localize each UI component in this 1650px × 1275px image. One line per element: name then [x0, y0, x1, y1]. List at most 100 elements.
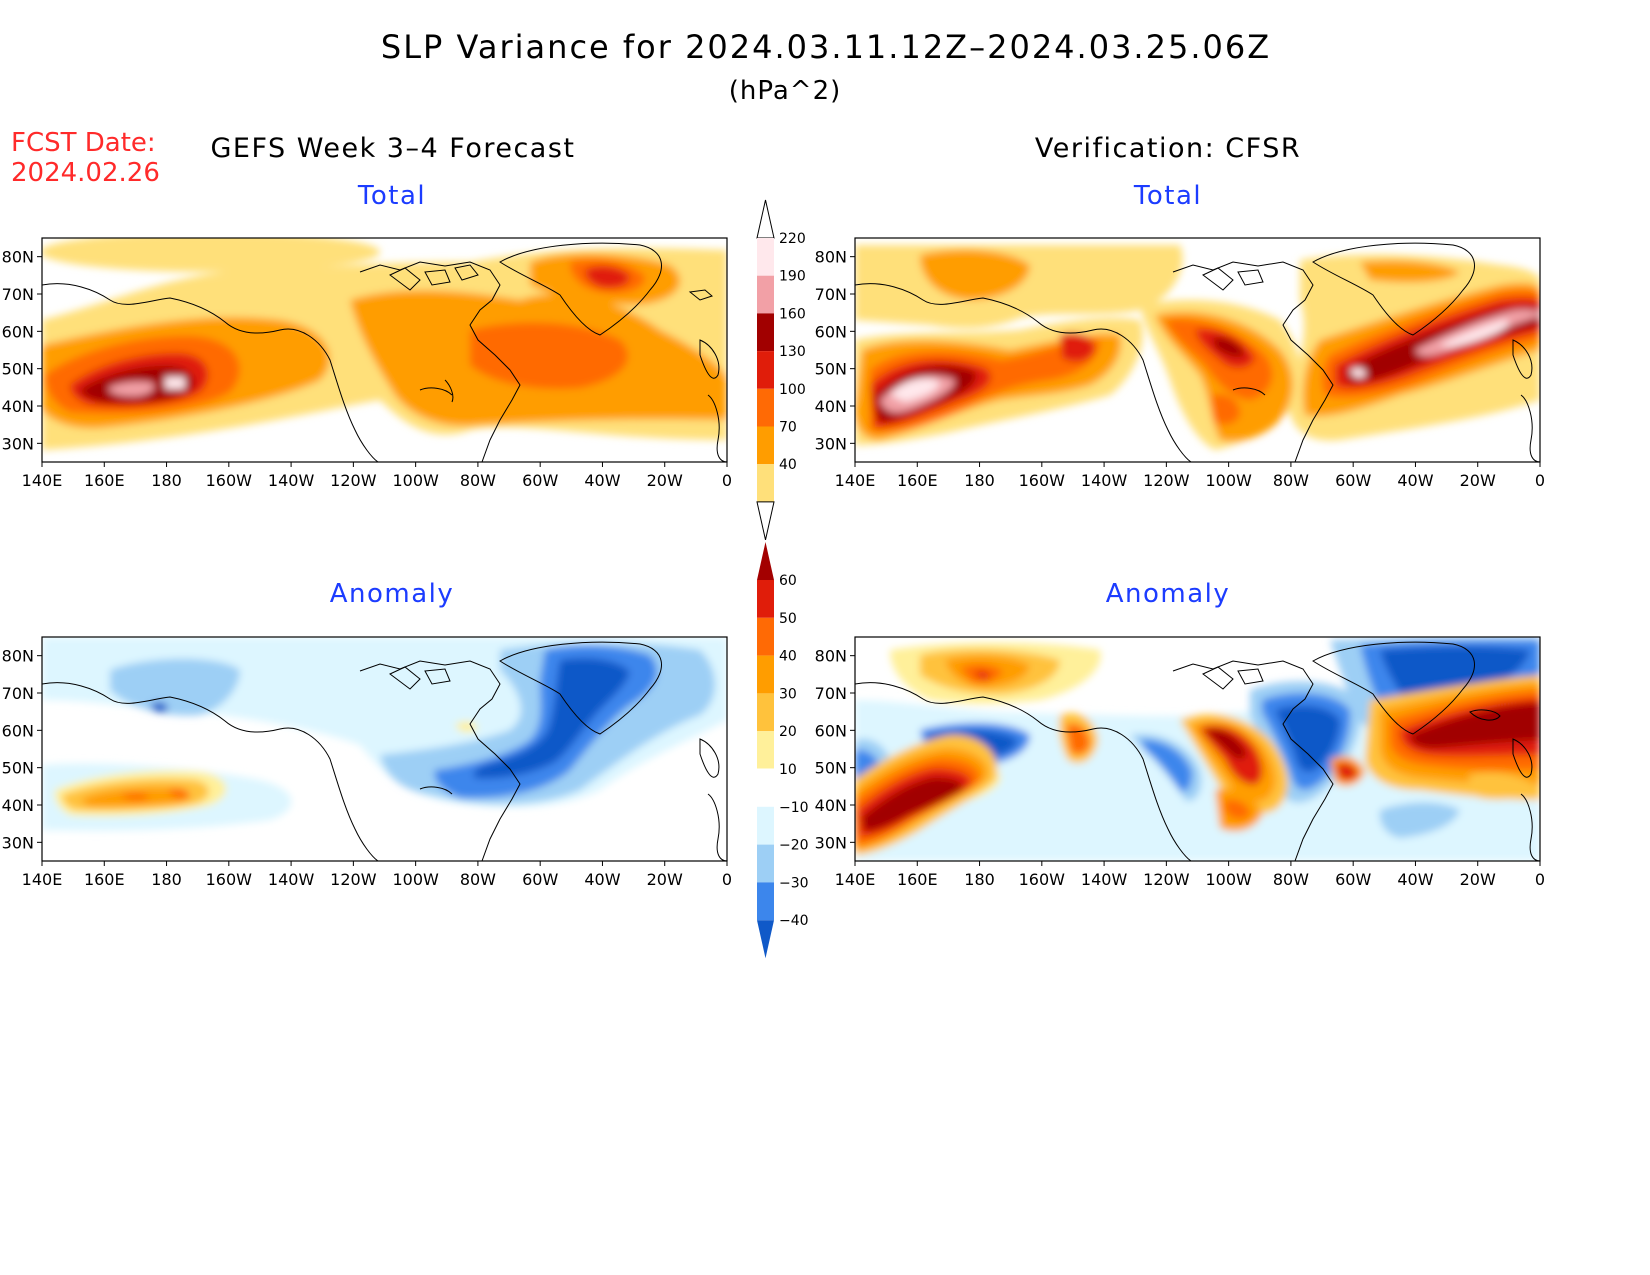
- lon-tick-label: 140W: [268, 471, 315, 490]
- lat-tick-label: 30N: [815, 833, 847, 852]
- lat-tick-label: 70N: [815, 684, 847, 703]
- colorbar-anom-label: 50: [779, 611, 797, 627]
- lon-tick-label: 20W: [647, 870, 683, 889]
- lon-tick-label: 80W: [460, 471, 496, 490]
- lon-tick-label: 40W: [584, 471, 620, 490]
- lat-tick-label: 30N: [2, 833, 34, 852]
- colorbar-total-label: 70: [779, 420, 797, 436]
- colorbar-total-swatch: [757, 464, 774, 502]
- lon-tick-label: 160W: [1019, 471, 1066, 490]
- lon-tick-label: 160E: [84, 870, 125, 889]
- colorbar-anom-label: 20: [779, 724, 797, 740]
- lat-tick-label: 40N: [2, 397, 34, 416]
- colorbar-anom-label: −30: [779, 875, 809, 891]
- panel-verif-total: [854, 237, 1541, 463]
- colorbar-total-swatch: [757, 426, 774, 465]
- colorbar-total-swatch: [757, 351, 774, 389]
- contour-fill-verif-anom: [855, 637, 1540, 861]
- lon-tick-label: 0: [722, 870, 732, 889]
- lat-tick-label: 30N: [815, 434, 847, 453]
- colorbar-anom-top-arrow: [757, 542, 774, 580]
- colorbar-anom-label: 40: [779, 649, 797, 665]
- lat-tick-label: 40N: [815, 796, 847, 815]
- colorbar-anom-swatch: [757, 655, 774, 694]
- lat-tick-label: 60N: [2, 322, 34, 341]
- colorbar-total-label: 220: [779, 231, 806, 247]
- lat-tick-label: 80N: [2, 647, 34, 666]
- colorbar-total-label: 160: [779, 306, 806, 322]
- lon-tick-label: 160E: [897, 870, 938, 889]
- colorbar-total-bottom-arrow: [756, 501, 775, 541]
- panel-verif-anom: [854, 636, 1541, 862]
- colorbar-anom-swatch: [757, 580, 774, 618]
- colorbar-anom-swatch: [757, 882, 774, 921]
- lon-tick-label: 140W: [1081, 471, 1128, 490]
- lat-tick-label: 70N: [2, 285, 34, 304]
- lat-tick-label: 60N: [815, 721, 847, 740]
- contour-fill-fcst-anom: [42, 637, 727, 831]
- left-header: GEFS Week 3–4 Forecast: [210, 133, 576, 164]
- lon-tick-label: 20W: [1460, 471, 1496, 490]
- colorbar-total: 220 190 160 130 100 70 40: [756, 199, 806, 541]
- colorbar-anom-swatch: [757, 806, 774, 845]
- colorbar-anom-label: 10: [779, 762, 797, 778]
- fcst-date-label: FCST Date:: [11, 128, 156, 158]
- coastlines-verif-total: [855, 242, 1540, 462]
- subtitle-fcst-total: Total: [357, 181, 427, 211]
- subtitle-verif-anom: Anomaly: [1105, 579, 1231, 609]
- lon-tick-label: 180: [964, 471, 995, 490]
- lon-tick-label: 60W: [1335, 870, 1371, 889]
- lon-tick-label: 60W: [522, 870, 558, 889]
- fcst-date-value: 2024.02.26: [11, 158, 160, 188]
- colorbar-anom-bottom-arrow: [757, 920, 774, 959]
- lon-tick-label: 0: [722, 471, 732, 490]
- colorbar-total-swatch: [757, 275, 774, 314]
- lon-tick-label: 160W: [1019, 870, 1066, 889]
- right-header: Verification: CFSR: [1034, 133, 1302, 164]
- lon-tick-label: 160W: [206, 870, 253, 889]
- lat-tick-label: 30N: [2, 434, 34, 453]
- lon-tick-label: 40W: [1397, 471, 1433, 490]
- lon-tick-label: 160W: [206, 471, 253, 490]
- lat-tick-label: 60N: [2, 721, 34, 740]
- colorbar-total-label: 190: [779, 269, 806, 285]
- subtitle-fcst-anom: Anomaly: [329, 579, 455, 609]
- lat-tick-label: 80N: [815, 248, 847, 267]
- lon-tick-label: 20W: [1460, 870, 1496, 889]
- lon-tick-label: 140E: [835, 870, 876, 889]
- coastlines-verif-anom: [855, 641, 1540, 861]
- colorbar-anom-swatch: [756, 768, 775, 808]
- lon-tick-label: 120W: [330, 870, 377, 889]
- lon-tick-label: 60W: [522, 471, 558, 490]
- lon-tick-label: 100W: [1205, 870, 1252, 889]
- lat-tick-label: 70N: [2, 684, 34, 703]
- colorbar-total-top-arrow: [756, 199, 775, 239]
- lon-tick-label: 60W: [1335, 471, 1371, 490]
- colorbar-anom-label: −10: [779, 800, 809, 816]
- coastlines-fcst-anom: [42, 641, 727, 861]
- colorbar-total-swatch: [757, 313, 774, 352]
- lat-tick-label: 70N: [815, 285, 847, 304]
- lon-tick-label: 140W: [1081, 870, 1128, 889]
- lon-tick-label: 100W: [392, 471, 439, 490]
- lon-tick-label: 140E: [22, 471, 63, 490]
- lon-tick-label: 180: [151, 870, 182, 889]
- lat-tick-label: 50N: [815, 360, 847, 379]
- lon-tick-label: 80W: [1273, 471, 1309, 490]
- contour-fill-verif-total: [855, 245, 1540, 450]
- colorbar-anom-swatch: [757, 731, 774, 769]
- lon-tick-label: 20W: [647, 471, 683, 490]
- colorbar-total-swatch: [757, 388, 774, 427]
- colorbar-anom-swatch: [757, 617, 774, 656]
- colorbar-anom-swatch: [757, 844, 774, 883]
- lat-tick-label: 60N: [815, 322, 847, 341]
- subtitle-verif-total: Total: [1133, 181, 1203, 211]
- figure-title: SLP Variance for 2024.03.11.12Z–2024.03.…: [380, 28, 1272, 66]
- colorbar-total-label: 130: [779, 344, 806, 360]
- lon-tick-label: 140E: [835, 471, 876, 490]
- lon-tick-label: 40W: [584, 870, 620, 889]
- lon-tick-label: 40W: [1397, 870, 1433, 889]
- lat-tick-label: 80N: [815, 647, 847, 666]
- colorbar-anom-label: −20: [779, 838, 809, 854]
